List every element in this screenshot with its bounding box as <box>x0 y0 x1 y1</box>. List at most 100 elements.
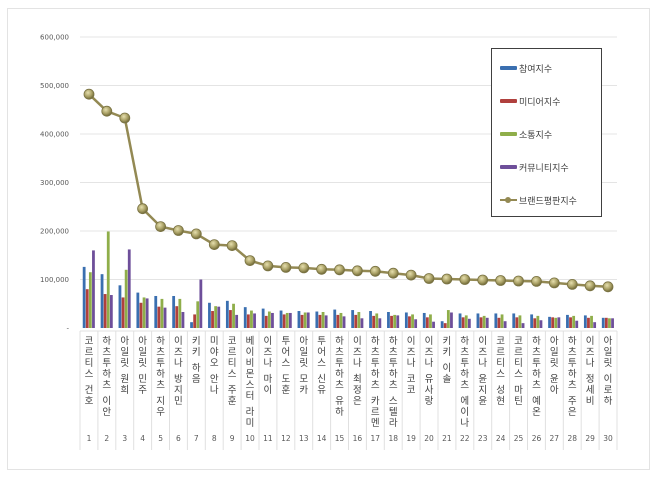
bar <box>121 297 125 328</box>
svg-text:사: 사 <box>425 385 434 396</box>
bar <box>264 315 268 329</box>
x-rank-label: 22 <box>460 434 470 443</box>
line-marker <box>244 255 256 267</box>
svg-text:미: 미 <box>210 336 219 347</box>
bar <box>443 323 447 328</box>
bar <box>250 310 253 328</box>
svg-text:윤: 윤 <box>478 374 487 385</box>
svg-text:코: 코 <box>496 336 505 347</box>
bar <box>521 323 525 328</box>
bar <box>572 315 576 329</box>
svg-text:하: 하 <box>335 335 344 347</box>
svg-text:키: 키 <box>443 336 452 347</box>
svg-text:하: 하 <box>604 395 613 407</box>
line-marker <box>423 273 435 284</box>
bar <box>593 322 597 328</box>
legend-item-brand-reputation: 브랜드평판지수 <box>500 193 577 207</box>
svg-text:츠: 츠 <box>371 347 380 358</box>
bar <box>225 300 229 328</box>
svg-text:하: 하 <box>568 335 577 347</box>
bar <box>300 314 304 328</box>
bar <box>154 295 158 328</box>
svg-text:키: 키 <box>192 336 201 347</box>
line-marker <box>119 112 131 124</box>
svg-text:츠: 츠 <box>371 380 380 391</box>
svg-text:방: 방 <box>174 374 183 385</box>
svg-text:은: 은 <box>568 407 577 418</box>
bar <box>408 316 411 328</box>
svg-text:하: 하 <box>156 335 165 347</box>
svg-text:랑: 랑 <box>425 395 434 407</box>
line-marker <box>208 239 220 251</box>
svg-text:나: 나 <box>460 418 469 429</box>
bar <box>85 289 89 328</box>
bar <box>566 314 569 328</box>
bar <box>193 314 197 328</box>
bar <box>190 322 193 328</box>
svg-text:베: 베 <box>246 336 255 347</box>
line-marker <box>101 105 113 117</box>
svg-text:틴: 틴 <box>514 396 523 407</box>
line-marker <box>334 264 345 276</box>
bar <box>432 321 435 328</box>
svg-text:주: 주 <box>568 396 577 407</box>
x-rank-label: 9 <box>230 434 235 443</box>
x-rank-label: 8 <box>212 434 217 443</box>
svg-text:희: 희 <box>120 385 129 396</box>
svg-text:안: 안 <box>210 374 219 385</box>
svg-text:민: 민 <box>138 374 147 385</box>
svg-text:르: 르 <box>85 347 94 358</box>
svg-text:티: 티 <box>85 358 94 369</box>
svg-text:릿: 릿 <box>120 357 129 369</box>
x-rank-label: 17 <box>371 434 381 443</box>
x-rank-label: 5 <box>158 434 163 443</box>
y-tick-label: 200,000 <box>40 228 69 236</box>
x-rank-label: 2 <box>104 434 109 443</box>
svg-text:키: 키 <box>443 347 452 358</box>
bar <box>533 318 537 328</box>
svg-text:투: 투 <box>102 358 111 369</box>
bar <box>139 302 143 328</box>
svg-text:투: 투 <box>335 358 344 369</box>
bar <box>369 311 372 328</box>
svg-text:모: 모 <box>299 374 308 385</box>
y-tick-label: 300,000 <box>40 179 69 187</box>
svg-text:라: 라 <box>389 418 398 429</box>
bar <box>512 313 516 328</box>
bar <box>136 292 140 328</box>
x-rank-label: 30 <box>603 434 613 443</box>
svg-text:투: 투 <box>568 358 577 369</box>
svg-text:릿: 릿 <box>299 357 308 369</box>
line-marker <box>298 262 310 274</box>
svg-text:이: 이 <box>604 374 613 385</box>
bar <box>324 315 328 328</box>
legend: 참여지수 미디어지수 소통지수 커뮤니티지수 브랜드평판지수 <box>491 48 602 217</box>
bar <box>288 312 292 328</box>
svg-text:츠: 츠 <box>532 380 541 391</box>
svg-text:스: 스 <box>85 369 94 380</box>
svg-text:즈: 즈 <box>407 347 416 358</box>
legend-item-communication: 소통지수 <box>500 127 552 141</box>
svg-text:츠: 츠 <box>568 347 577 358</box>
svg-text:미: 미 <box>246 418 255 429</box>
x-rank-label: 13 <box>299 434 309 443</box>
svg-text:나: 나 <box>478 358 487 369</box>
svg-text:이: 이 <box>478 336 487 347</box>
svg-text:훈: 훈 <box>228 395 237 407</box>
bar <box>467 318 471 328</box>
bar <box>360 318 364 328</box>
svg-text:즈: 즈 <box>174 347 183 358</box>
x-rank-label: 29 <box>585 434 595 443</box>
svg-text:카: 카 <box>299 385 308 396</box>
svg-text:아: 아 <box>550 336 559 347</box>
svg-text:세: 세 <box>586 385 595 396</box>
svg-text:이: 이 <box>174 336 183 347</box>
line-marker <box>172 225 184 236</box>
line-marker <box>83 88 95 100</box>
